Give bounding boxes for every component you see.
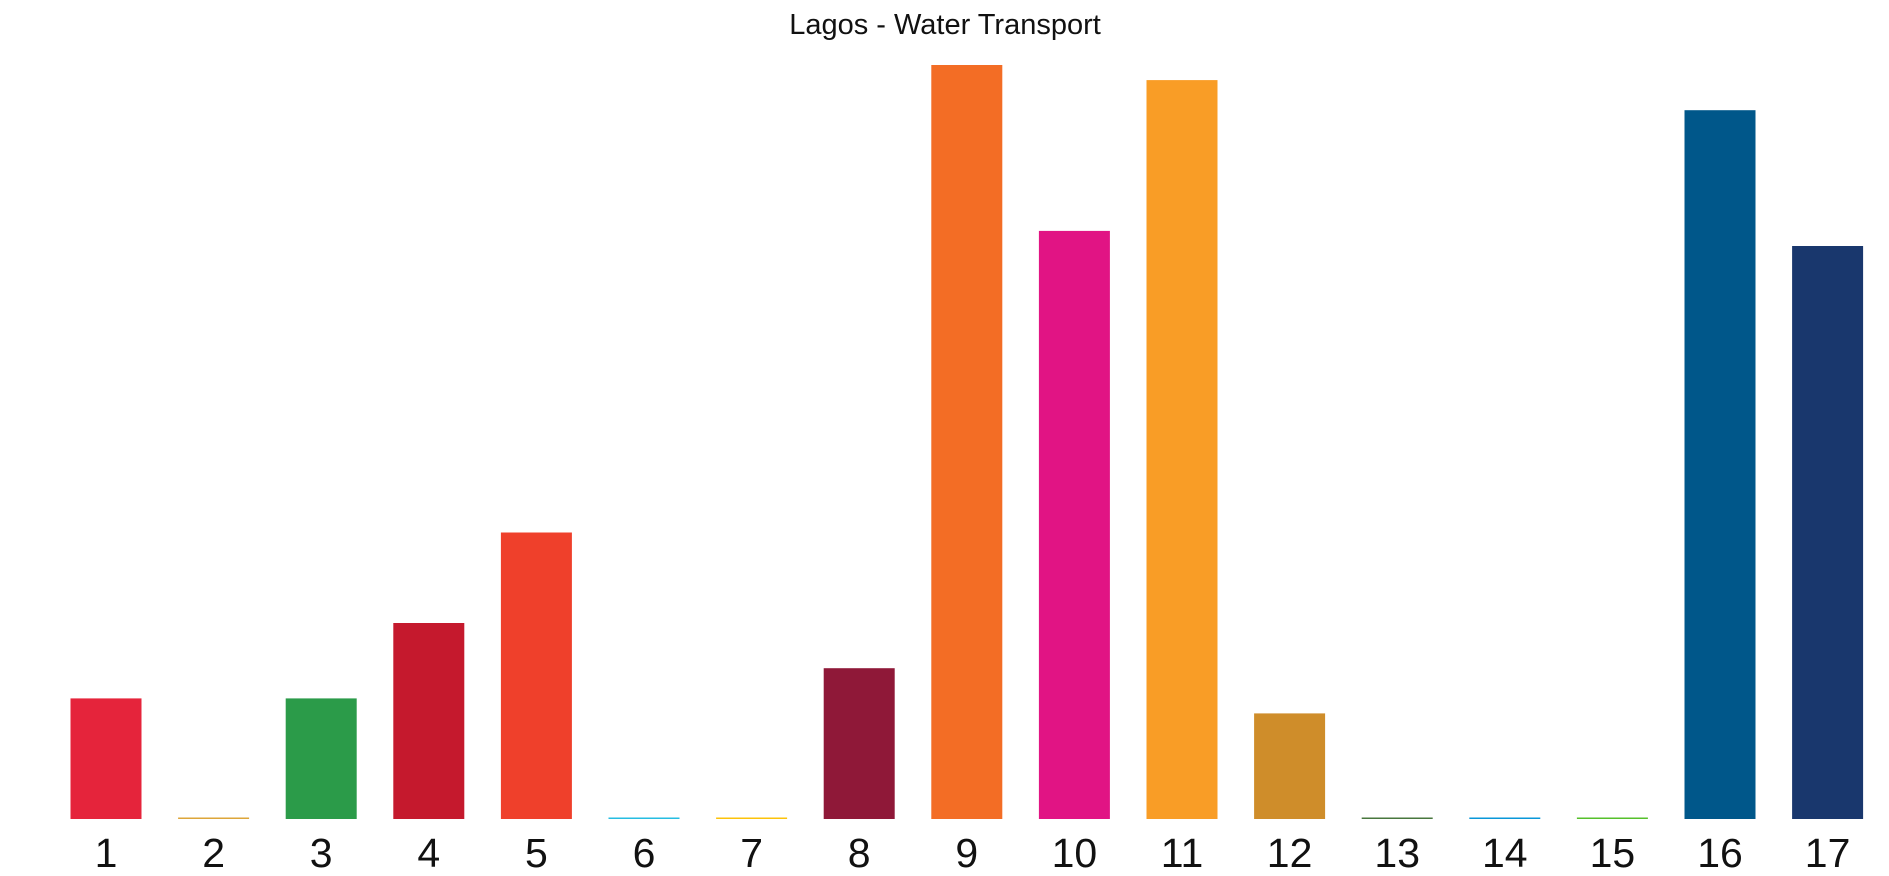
- bar-13: [1361, 817, 1433, 819]
- x-tick-label-12: 12: [1267, 830, 1313, 876]
- bar-8: [823, 668, 895, 819]
- bar-2: [178, 817, 250, 819]
- bar-14: [1469, 817, 1541, 819]
- x-tick-label-2: 2: [202, 830, 225, 876]
- x-tick-label-17: 17: [1805, 830, 1851, 876]
- x-tick-label-15: 15: [1590, 830, 1636, 876]
- x-tick-label-9: 9: [955, 830, 978, 876]
- x-tick-label-11: 11: [1161, 830, 1204, 876]
- x-tick-label-10: 10: [1052, 830, 1098, 876]
- x-tick-label-13: 13: [1374, 830, 1420, 876]
- x-tick-label-3: 3: [310, 830, 333, 876]
- bar-9: [931, 65, 1003, 819]
- bar-6: [608, 817, 680, 819]
- x-tick-label-1: 1: [95, 830, 118, 876]
- bar-4: [393, 623, 465, 819]
- x-tick-label-16: 16: [1697, 830, 1743, 876]
- x-tick-label-7: 7: [740, 830, 763, 876]
- x-tick-label-14: 14: [1482, 830, 1528, 876]
- bar-1: [70, 698, 142, 819]
- bar-12: [1254, 713, 1326, 819]
- bar-16: [1684, 110, 1756, 819]
- bar-11: [1146, 80, 1218, 820]
- chart-title: Lagos - Water Transport: [789, 9, 1101, 41]
- bars-layer: [70, 65, 1864, 820]
- x-tick-labels: 1 2 3 4 5 6 7 8 9 10 11 12 13 14 15 16 17: [95, 830, 1851, 876]
- x-tick-label-8: 8: [848, 830, 871, 876]
- bar-3: [285, 698, 357, 819]
- bar-5: [500, 532, 572, 819]
- bar-7: [716, 817, 788, 819]
- bar-10: [1038, 230, 1110, 819]
- x-tick-label-6: 6: [633, 830, 656, 876]
- x-tick-label-5: 5: [525, 830, 548, 876]
- bar-17: [1792, 246, 1864, 819]
- bar-15: [1576, 817, 1648, 819]
- x-tick-label-4: 4: [417, 830, 440, 876]
